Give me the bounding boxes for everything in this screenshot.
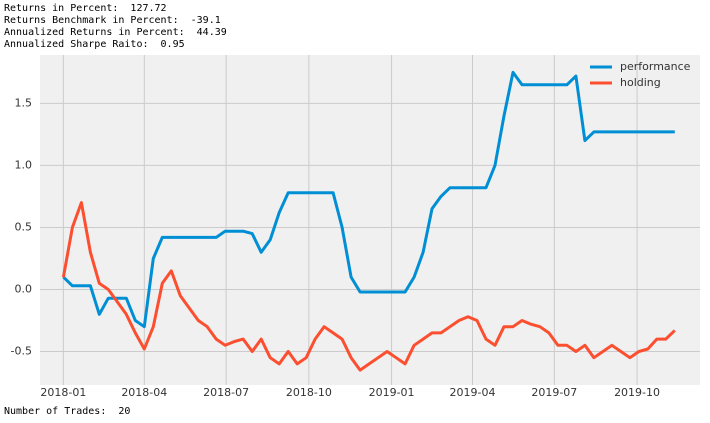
y-tick-label: 1.5 — [15, 96, 33, 109]
y-tick-label: 0.0 — [15, 282, 33, 295]
plot-area — [40, 55, 700, 385]
legend-label: holding — [620, 76, 661, 89]
x-tick-label: 2019-01 — [369, 386, 415, 399]
legend-label: performance — [620, 60, 691, 73]
header-line: Returns in Percent: 127.72 — [4, 3, 167, 14]
line-series — [61, 201, 676, 372]
x-tick-label: 2018-10 — [286, 386, 332, 399]
y-tick-label: -0.5 — [11, 345, 32, 358]
line-series — [62, 70, 675, 329]
x-tick-label: 2018-01 — [40, 386, 86, 399]
x-tick-label: 2019-07 — [531, 386, 577, 399]
x-tick-label: 2018-04 — [121, 386, 167, 399]
x-tick-label: 2018-07 — [203, 386, 249, 399]
footer-line: Number of Trades: 20 — [4, 406, 130, 417]
header-line: Annualized Sharpe Raito: 0.95 — [4, 39, 185, 50]
x-tick-label: 2019-10 — [614, 386, 660, 399]
header-line: Returns Benchmark in Percent: -39.1 — [4, 15, 221, 26]
x-tick-label: 2019-04 — [450, 386, 496, 399]
y-tick-label: 0.5 — [15, 220, 33, 233]
chart: -0.5 0.0 0.5 1.0 1.5 2018-01 2018-04 2018-07 201… — [11, 55, 700, 399]
header-line: Annualized Returns in Percent: 44.39 — [4, 27, 227, 38]
y-tick-label: 1.0 — [15, 158, 33, 171]
